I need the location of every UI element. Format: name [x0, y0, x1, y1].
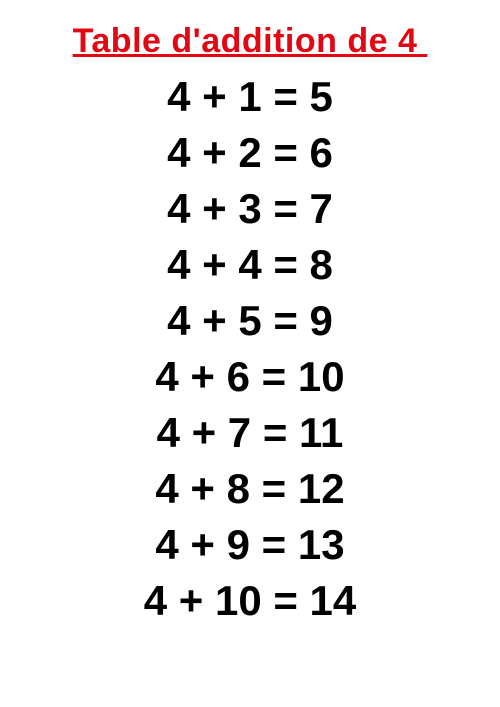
table-row: 4 + 4 = 8 [167, 237, 333, 293]
table-row: 4 + 9 = 13 [155, 517, 344, 573]
table-row: 4 + 7 = 11 [157, 405, 344, 461]
table-row: 4 + 3 = 7 [167, 181, 333, 237]
table-row: 4 + 1 = 5 [167, 69, 333, 125]
table-row: 4 + 10 = 14 [144, 573, 357, 629]
page-title: Table d'addition de 4 [0, 22, 500, 61]
addition-table: 4 + 1 = 5 4 + 2 = 6 4 + 3 = 7 4 + 4 = 8 … [0, 69, 500, 629]
table-row: 4 + 6 = 10 [155, 349, 344, 405]
table-row: 4 + 8 = 12 [155, 461, 344, 517]
table-row: 4 + 5 = 9 [167, 293, 333, 349]
table-row: 4 + 2 = 6 [167, 125, 333, 181]
